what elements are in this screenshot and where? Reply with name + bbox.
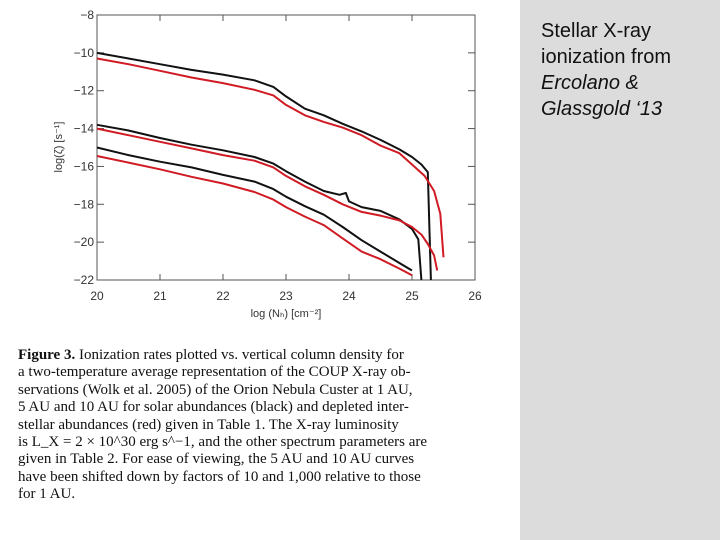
y-tick-label: −20 <box>74 235 95 249</box>
y-tick-label: −14 <box>74 122 95 136</box>
y-tick-label: −18 <box>74 197 95 211</box>
caption-line: given in Table 2. For ease of viewing, t… <box>18 451 415 468</box>
x-tick-labels: 20 21 22 23 24 25 26 <box>90 289 482 303</box>
series-line-5AU-depleted <box>96 127 439 271</box>
caption-line: a two-temperature average representation… <box>18 364 411 381</box>
side-panel <box>520 0 720 540</box>
x-tick-label: 20 <box>90 289 104 303</box>
series-line-10AU-solar <box>96 146 413 272</box>
figure-caption: Figure 3. Ionization rates plotted vs. v… <box>18 347 508 504</box>
y-axis-title: log(ζ) [s⁻¹] <box>53 122 65 173</box>
side-note: Stellar X-ray ionization from Ercolano &… <box>541 18 711 122</box>
y-tick-label: −12 <box>74 84 95 98</box>
y-tick-label: −10 <box>74 46 95 60</box>
series-group <box>96 51 445 281</box>
ionization-chart: 20 21 22 23 24 25 26 −8 −10 −12 −14 −16 −18 −20 −22 l… <box>53 8 482 320</box>
y-tick-label: −8 <box>80 8 94 22</box>
y-tick-labels: −8 −10 −12 −14 −16 −18 −20 −22 <box>74 8 95 287</box>
series-line-10AU-depleted <box>96 155 413 277</box>
series-line-1AU-depleted <box>96 57 445 258</box>
x-axis-title: log (Nₕ) [cm⁻²] <box>251 308 322 320</box>
caption-line: for 1 AU. <box>18 486 76 503</box>
axis-ticks <box>96 14 476 281</box>
side-note-line: ionization from <box>541 46 672 68</box>
y-tick-label: −22 <box>74 273 95 287</box>
x-tick-label: 26 <box>468 289 482 303</box>
caption-line: 5 AU and 10 AU for solar abundances (bla… <box>18 399 409 416</box>
caption-line: is L_X = 2 × 10^30 erg s^−1, and the oth… <box>18 434 428 451</box>
caption-line: have been shifted down by factors of 10 … <box>18 468 421 485</box>
x-tick-label: 25 <box>405 289 419 303</box>
caption-line: servations (Wolk et al. 2005) of the Ori… <box>18 381 413 398</box>
side-note-line: Glassgold ‘13 <box>541 98 663 120</box>
series-line-1AU-solar <box>96 51 432 281</box>
caption-line: Ionization rates plotted vs. vertical co… <box>78 347 404 363</box>
side-note-line: Stellar X-ray <box>541 20 652 42</box>
y-tick-label: −16 <box>74 159 95 173</box>
x-tick-label: 21 <box>153 289 167 303</box>
x-tick-label: 23 <box>279 289 293 303</box>
x-tick-label: 24 <box>342 289 356 303</box>
x-tick-label: 22 <box>216 289 230 303</box>
side-note-line: Ercolano & <box>541 72 639 94</box>
caption-line: stellar abundances (red) given in Table … <box>18 416 399 433</box>
figure-panel <box>0 0 520 540</box>
caption-figure-label: Figure 3. <box>18 347 76 363</box>
